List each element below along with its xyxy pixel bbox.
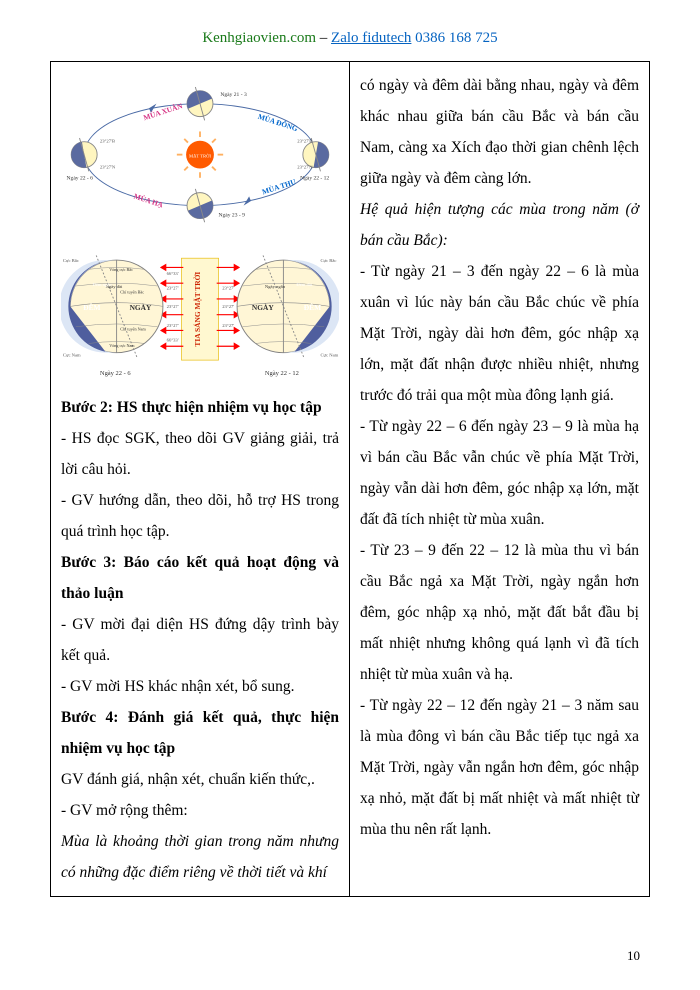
dash: – bbox=[316, 30, 331, 46]
cuc-nam-r: Cực Nam bbox=[320, 353, 338, 358]
daynight-diagram: TIA SÁNG MẶT TRỜI bbox=[61, 236, 339, 386]
step4-title: Bước 4: Đánh giá kết quả, thực hiện nhiệ… bbox=[61, 702, 339, 764]
vcb: Vòng cực Bắc bbox=[109, 267, 133, 272]
left-globe-date: Ngày 22 - 6 bbox=[100, 370, 131, 377]
step3-line2: - GV mời HS khác nhận xét, bổ sung. bbox=[61, 671, 339, 702]
phone-number: 0386 168 725 bbox=[411, 30, 497, 46]
zalo-link[interactable]: Zalo fidutech bbox=[331, 30, 411, 46]
step4-line3: Mùa là khoảng thời gian trong năm nhưng … bbox=[61, 826, 339, 888]
orbit-diagram: MẶT TRỜI bbox=[61, 70, 339, 230]
cuc-nam-l: Cực Nam bbox=[63, 353, 81, 358]
sun-label: MẶT TRỜI bbox=[189, 153, 212, 159]
ngay-label: NGÀY bbox=[130, 302, 152, 312]
lat-r1: 23°27' bbox=[222, 287, 234, 292]
r-p6: - Từ ngày 22 – 12 đến ngày 21 – 3 năm sa… bbox=[360, 690, 639, 845]
vcn: Vòng cực Nam bbox=[109, 343, 135, 348]
step3-line1: - GV mời đại diện HS đứng dậy trình bày … bbox=[61, 609, 339, 671]
step3-title: Bước 3: Báo cáo kết quả hoạt động và thả… bbox=[61, 547, 339, 609]
date-bottom: Ngày 23 - 9 bbox=[219, 213, 246, 219]
tilt-n: 23°27'N bbox=[100, 166, 116, 171]
lat-r2: 23°27' bbox=[222, 305, 234, 310]
lat-l4: 66°33' bbox=[167, 339, 179, 344]
lat-l3: 23°27' bbox=[167, 324, 179, 329]
step2-title: Bước 2: HS thực hiện nhiệm vụ học tập bbox=[61, 392, 339, 423]
left-column: MẶT TRỜI bbox=[51, 62, 350, 896]
ngay-ngan: Ngày ngắn bbox=[265, 284, 286, 290]
tilt-b: 23°27'B bbox=[100, 140, 115, 145]
dem-label-r: ĐÊM bbox=[304, 302, 321, 312]
dem-dai: Đêm dài bbox=[296, 283, 313, 288]
date-tright: Ngày 22 - 12 bbox=[300, 176, 329, 182]
r-p2: Hệ quả hiện tượng các mùa trong năm (ở b… bbox=[360, 194, 639, 256]
lat-l0: 66°33' bbox=[167, 272, 179, 277]
page-header: Kenhgiaovien.com – Zalo fidutech 0386 16… bbox=[50, 30, 650, 47]
sunband-label: TIA SÁNG MẶT TRỜI bbox=[192, 272, 202, 347]
tilt-b2: 23°27'B bbox=[297, 140, 312, 145]
ngay-label-r: NGÀY bbox=[252, 302, 274, 312]
lat-l2: 23°27' bbox=[167, 305, 179, 310]
page-number: 10 bbox=[627, 948, 640, 964]
right-column: có ngày và đêm dài bằng nhau, ngày và đê… bbox=[350, 62, 649, 896]
cuc-bac-l: Cực Bắc bbox=[63, 258, 79, 264]
lat-r3: 23°27' bbox=[222, 324, 234, 329]
right-globe-date: Ngày 22 - 12 bbox=[265, 370, 299, 377]
step2-line1: - HS đọc SGK, theo dõi GV giảng giải, tr… bbox=[61, 423, 339, 485]
step4-line2: - GV mở rộng thêm: bbox=[61, 795, 339, 826]
content-table: MẶT TRỜI bbox=[50, 61, 650, 897]
step2-line2: - GV hướng dẫn, theo dõi, hỗ trợ HS tron… bbox=[61, 485, 339, 547]
chn: Chí tuyến Nam bbox=[120, 326, 146, 331]
site-name: Kenhgiaovien.com bbox=[202, 30, 316, 46]
r-p3: - Từ ngày 21 – 3 đến ngày 22 – 6 là mùa … bbox=[360, 256, 639, 411]
r-p5: - Từ 23 – 9 đến 22 – 12 là mùa thu vì bá… bbox=[360, 535, 639, 690]
tilt-n2: 23°27'N bbox=[297, 166, 313, 171]
r-p1: có ngày và đêm dài bằng nhau, ngày và đê… bbox=[360, 70, 639, 194]
cuc-bac-r: Cực Bắc bbox=[320, 258, 336, 264]
chb: Chí tuyến Bắc bbox=[120, 289, 144, 294]
date-left: Ngày 22 - 6 bbox=[67, 176, 94, 182]
lat-l1: 23°27' bbox=[167, 287, 179, 292]
date-top: Ngày 21 - 3 bbox=[220, 92, 247, 98]
dem-ngan: Đêm ngắn bbox=[93, 282, 113, 288]
step4-line1: GV đánh giá, nhận xét, chuẩn kiến thức,. bbox=[61, 764, 339, 795]
dem-label: ĐÊM bbox=[83, 302, 100, 312]
r-p4: - Từ ngày 22 – 6 đến ngày 23 – 9 là mùa … bbox=[360, 411, 639, 535]
